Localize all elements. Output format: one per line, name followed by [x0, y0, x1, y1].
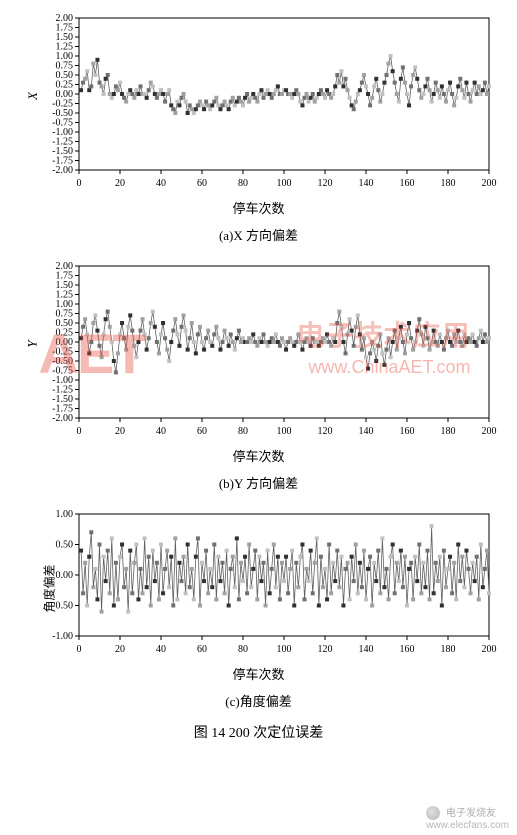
svg-text:-1.75: -1.75 — [52, 156, 73, 167]
svg-text:1.75: 1.75 — [55, 23, 73, 34]
svg-text:120: 120 — [317, 426, 332, 437]
svg-text:1.50: 1.50 — [55, 280, 73, 291]
svg-text:-1.25: -1.25 — [52, 137, 73, 148]
svg-text:20: 20 — [115, 644, 125, 655]
svg-text:160: 160 — [399, 426, 414, 437]
svg-text:0: 0 — [76, 178, 81, 189]
svg-text:140: 140 — [358, 426, 373, 437]
svg-text:1.00: 1.00 — [55, 509, 73, 520]
svg-text:20: 20 — [115, 426, 125, 437]
figure-caption: 图 14 200 次定位误差 — [0, 722, 517, 742]
svg-text:1.25: 1.25 — [55, 42, 73, 53]
svg-text:100: 100 — [276, 178, 291, 189]
svg-text:40: 40 — [156, 178, 166, 189]
svg-text:180: 180 — [440, 644, 455, 655]
chart-c-svg: -1.00-0.500.000.501.00020406080100120140… — [19, 504, 499, 664]
svg-text:160: 160 — [399, 644, 414, 655]
svg-text:60: 60 — [197, 178, 207, 189]
elecfans-url: www.elecfans.com — [426, 820, 509, 831]
svg-text:40: 40 — [156, 426, 166, 437]
chart-c-area: 角度偏差 -1.00-0.500.000.501.000204060801001… — [19, 504, 499, 664]
svg-text:2.00: 2.00 — [55, 261, 73, 272]
svg-text:200: 200 — [481, 178, 496, 189]
chart-a-ylabel: X — [24, 92, 40, 100]
svg-text:80: 80 — [238, 178, 248, 189]
svg-text:0.75: 0.75 — [55, 309, 73, 320]
chart-b-subcaption: (b)Y 方向偏差 — [0, 473, 517, 492]
chart-a-area: X -2.00-1.75-1.50-1.25-1.00-0.75-0.50-0.… — [19, 8, 499, 198]
svg-text:0.00: 0.00 — [55, 570, 73, 581]
svg-text:-0.25: -0.25 — [52, 99, 73, 110]
svg-text:-0.25: -0.25 — [52, 347, 73, 358]
svg-text:0.00: 0.00 — [55, 89, 73, 100]
svg-text:180: 180 — [440, 426, 455, 437]
chart-a-xlabel: 停车次数 — [0, 198, 517, 217]
svg-text:-0.50: -0.50 — [52, 108, 73, 119]
svg-text:0: 0 — [76, 644, 81, 655]
svg-text:-1.00: -1.00 — [52, 375, 73, 386]
svg-text:60: 60 — [197, 426, 207, 437]
chart-b-block: Y -2.00-1.75-1.50-1.25-1.00-0.75-0.50-0.… — [0, 256, 517, 492]
svg-text:-1.25: -1.25 — [52, 385, 73, 396]
svg-text:2.00: 2.00 — [55, 13, 73, 24]
svg-text:1.00: 1.00 — [55, 299, 73, 310]
svg-text:100: 100 — [276, 426, 291, 437]
chart-a-subcaption: (a)X 方向偏差 — [0, 225, 517, 244]
svg-text:120: 120 — [317, 178, 332, 189]
svg-text:40: 40 — [156, 644, 166, 655]
svg-text:0.25: 0.25 — [55, 80, 73, 91]
chart-c-ylabel: 角度偏差 — [40, 553, 57, 613]
svg-text:60: 60 — [197, 644, 207, 655]
svg-text:0.50: 0.50 — [55, 318, 73, 329]
svg-text:0.50: 0.50 — [55, 70, 73, 81]
svg-text:-2.00: -2.00 — [52, 165, 73, 176]
elecfans-logo-icon — [426, 806, 440, 820]
svg-text:80: 80 — [238, 644, 248, 655]
svg-text:180: 180 — [440, 178, 455, 189]
svg-text:0.50: 0.50 — [55, 540, 73, 551]
chart-c-subcaption: (c)角度偏差 — [0, 691, 517, 710]
svg-text:1.50: 1.50 — [55, 32, 73, 43]
svg-text:0.75: 0.75 — [55, 61, 73, 72]
svg-text:200: 200 — [481, 426, 496, 437]
svg-text:0.25: 0.25 — [55, 328, 73, 339]
svg-text:-1.50: -1.50 — [52, 394, 73, 405]
chart-a-svg: -2.00-1.75-1.50-1.25-1.00-0.75-0.50-0.25… — [19, 8, 499, 198]
svg-text:1.00: 1.00 — [55, 51, 73, 62]
svg-text:-2.00: -2.00 — [52, 413, 73, 424]
svg-text:120: 120 — [317, 644, 332, 655]
chart-a-block: X -2.00-1.75-1.50-1.25-1.00-0.75-0.50-0.… — [0, 0, 517, 244]
svg-text:140: 140 — [358, 644, 373, 655]
svg-text:160: 160 — [399, 178, 414, 189]
svg-text:-1.50: -1.50 — [52, 146, 73, 157]
svg-text:80: 80 — [238, 426, 248, 437]
svg-text:1.75: 1.75 — [55, 271, 73, 282]
svg-text:0: 0 — [76, 426, 81, 437]
svg-text:-0.50: -0.50 — [52, 356, 73, 367]
elecfans-cn: 电子发烧友 — [446, 808, 496, 819]
svg-text:-1.00: -1.00 — [52, 631, 73, 642]
svg-text:-0.75: -0.75 — [52, 118, 73, 129]
chart-c-block: 角度偏差 -1.00-0.500.000.501.000204060801001… — [0, 504, 517, 710]
chart-b-area: Y -2.00-1.75-1.50-1.25-1.00-0.75-0.50-0.… — [19, 256, 499, 446]
svg-text:0.00: 0.00 — [55, 337, 73, 348]
svg-text:20: 20 — [115, 178, 125, 189]
chart-b-ylabel: Y — [24, 340, 40, 347]
svg-text:-1.00: -1.00 — [52, 127, 73, 138]
svg-text:200: 200 — [481, 644, 496, 655]
chart-c-xlabel: 停车次数 — [0, 664, 517, 683]
svg-text:-0.75: -0.75 — [52, 366, 73, 377]
svg-text:140: 140 — [358, 178, 373, 189]
svg-text:100: 100 — [276, 644, 291, 655]
watermark-elecfans: 电子发烧友 www.elecfans.com — [426, 804, 509, 831]
svg-text:1.25: 1.25 — [55, 290, 73, 301]
chart-b-svg: -2.00-1.75-1.50-1.25-1.00-0.75-0.50-0.25… — [19, 256, 499, 446]
svg-text:-1.75: -1.75 — [52, 404, 73, 415]
chart-b-xlabel: 停车次数 — [0, 446, 517, 465]
